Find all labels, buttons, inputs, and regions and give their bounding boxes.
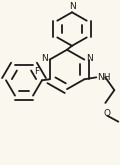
Text: N: N xyxy=(86,54,93,63)
Text: N: N xyxy=(41,54,48,63)
Text: N: N xyxy=(69,2,75,11)
Text: NH: NH xyxy=(97,73,111,82)
Text: O: O xyxy=(104,109,111,118)
Text: F: F xyxy=(34,67,39,76)
